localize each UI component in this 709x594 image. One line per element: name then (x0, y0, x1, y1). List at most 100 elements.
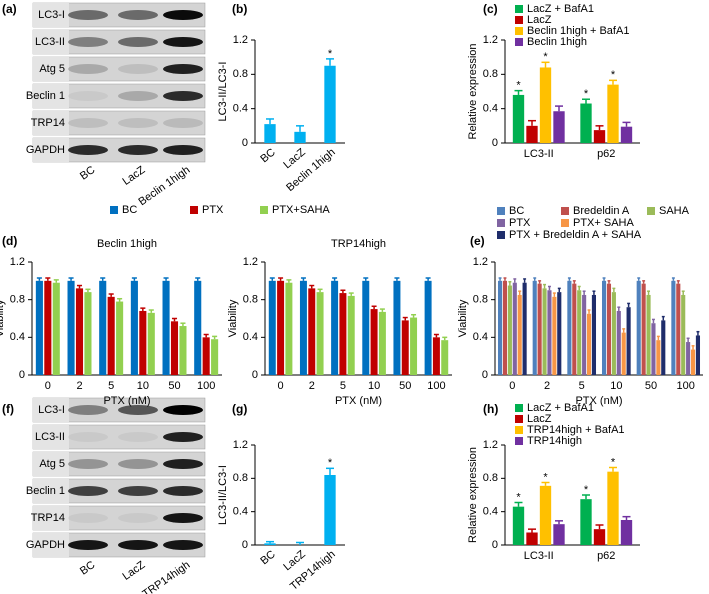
panel-label: (g) (232, 402, 247, 416)
bar (285, 282, 293, 375)
bar (84, 292, 92, 375)
bar (67, 280, 75, 375)
blot-band (118, 64, 158, 74)
legend-label: BC (122, 204, 137, 216)
bar (512, 94, 525, 143)
blot-lane-label: BC (78, 559, 97, 578)
significance-star: * (328, 457, 333, 469)
significance-star: * (543, 471, 548, 483)
blot-row-label: LC3-II (35, 36, 65, 48)
blot-band (118, 118, 158, 128)
bar (401, 320, 409, 375)
bar (606, 283, 612, 375)
blot-band (163, 91, 203, 101)
blot-band (163, 459, 203, 469)
bar (44, 280, 52, 375)
bar (331, 280, 339, 375)
blot-row-label: LC3-I (38, 9, 65, 21)
bar (526, 532, 538, 545)
bar (567, 280, 572, 375)
bar (620, 126, 633, 143)
x-tick-label: 0 (278, 380, 284, 392)
blot-band (118, 37, 158, 47)
x-tick-label: 2 (76, 380, 82, 392)
y-tick-label: 1.2 (483, 34, 498, 46)
panel-label: (a) (2, 2, 17, 16)
panel-label: (d) (2, 234, 17, 248)
legend-swatch (497, 219, 505, 227)
x-tick-label: 2 (309, 380, 315, 392)
legend-swatch (515, 437, 523, 445)
bar (170, 321, 179, 375)
chart-title: TRP14high (331, 238, 386, 250)
significance-star: * (584, 88, 589, 100)
y-tick-label: 1.2 (473, 256, 488, 268)
bar (107, 296, 115, 375)
bar (676, 283, 681, 375)
blot-label-bg (33, 138, 69, 162)
blot-band (118, 486, 158, 496)
bar (502, 280, 508, 375)
blot-label-bg (33, 452, 69, 476)
blot-lane-label: TRP14high (140, 559, 192, 594)
legend-swatch (515, 27, 523, 35)
significance-star: * (584, 484, 589, 496)
blot-row-label: TRP14 (31, 117, 65, 129)
blot-band (118, 432, 158, 442)
x-axis-label: PTX (nM) (103, 395, 150, 407)
legend-swatch (561, 207, 569, 215)
bar (162, 280, 170, 375)
bar (607, 84, 619, 143)
bar (611, 292, 616, 375)
y-tick-label: 0.4 (483, 506, 498, 518)
legend-label: TRP14high + BafA1 (527, 424, 625, 436)
panel-label: (c) (483, 2, 498, 16)
y-tick-label: 0.8 (473, 294, 488, 306)
bar (497, 280, 503, 375)
bar (641, 283, 646, 375)
blot-label-bg (33, 479, 69, 503)
y-axis-label: Viability (457, 299, 469, 337)
legend-label: LacZ (527, 14, 552, 26)
blot-band (163, 513, 203, 523)
bar (268, 280, 276, 375)
x-tick-label: 100 (676, 380, 694, 392)
bar (547, 290, 552, 375)
bar (526, 125, 538, 143)
blot-band (163, 486, 203, 496)
panel-label: (f) (2, 402, 14, 416)
bar (507, 285, 512, 375)
bar (681, 294, 686, 375)
blot-label-bg (33, 533, 69, 557)
bar (52, 282, 60, 375)
blot-row-label: Beclin 1 (26, 485, 65, 497)
blot-band (68, 37, 108, 47)
legend-label: BC (509, 205, 524, 217)
y-tick-label: 0.8 (10, 294, 25, 306)
bar (512, 282, 517, 375)
legend-label: LacZ (527, 413, 552, 425)
blot-row-label: Beclin 1 (26, 90, 65, 102)
bar (139, 310, 147, 375)
x-tick-label: 5 (579, 380, 585, 392)
blot-band (68, 91, 108, 101)
bar (370, 309, 378, 375)
y-tick-label: 0.8 (233, 68, 248, 80)
blot-band (163, 118, 203, 128)
bar (690, 349, 696, 375)
legend-label: PTX+ SAHA (573, 217, 634, 229)
y-tick-label: 0.4 (233, 103, 248, 115)
y-axis-label: Relative expression (467, 447, 479, 543)
bar (557, 292, 562, 375)
bar (179, 326, 187, 375)
bar (593, 130, 606, 143)
legend-swatch (515, 5, 523, 13)
y-axis-label: Viability (227, 299, 239, 337)
x-tick-label: 100 (197, 380, 215, 392)
legend-swatch (110, 206, 118, 214)
bar (424, 280, 432, 375)
bar (591, 294, 597, 375)
y-tick-label: 0 (492, 539, 498, 551)
blot-label-bg (33, 57, 69, 81)
